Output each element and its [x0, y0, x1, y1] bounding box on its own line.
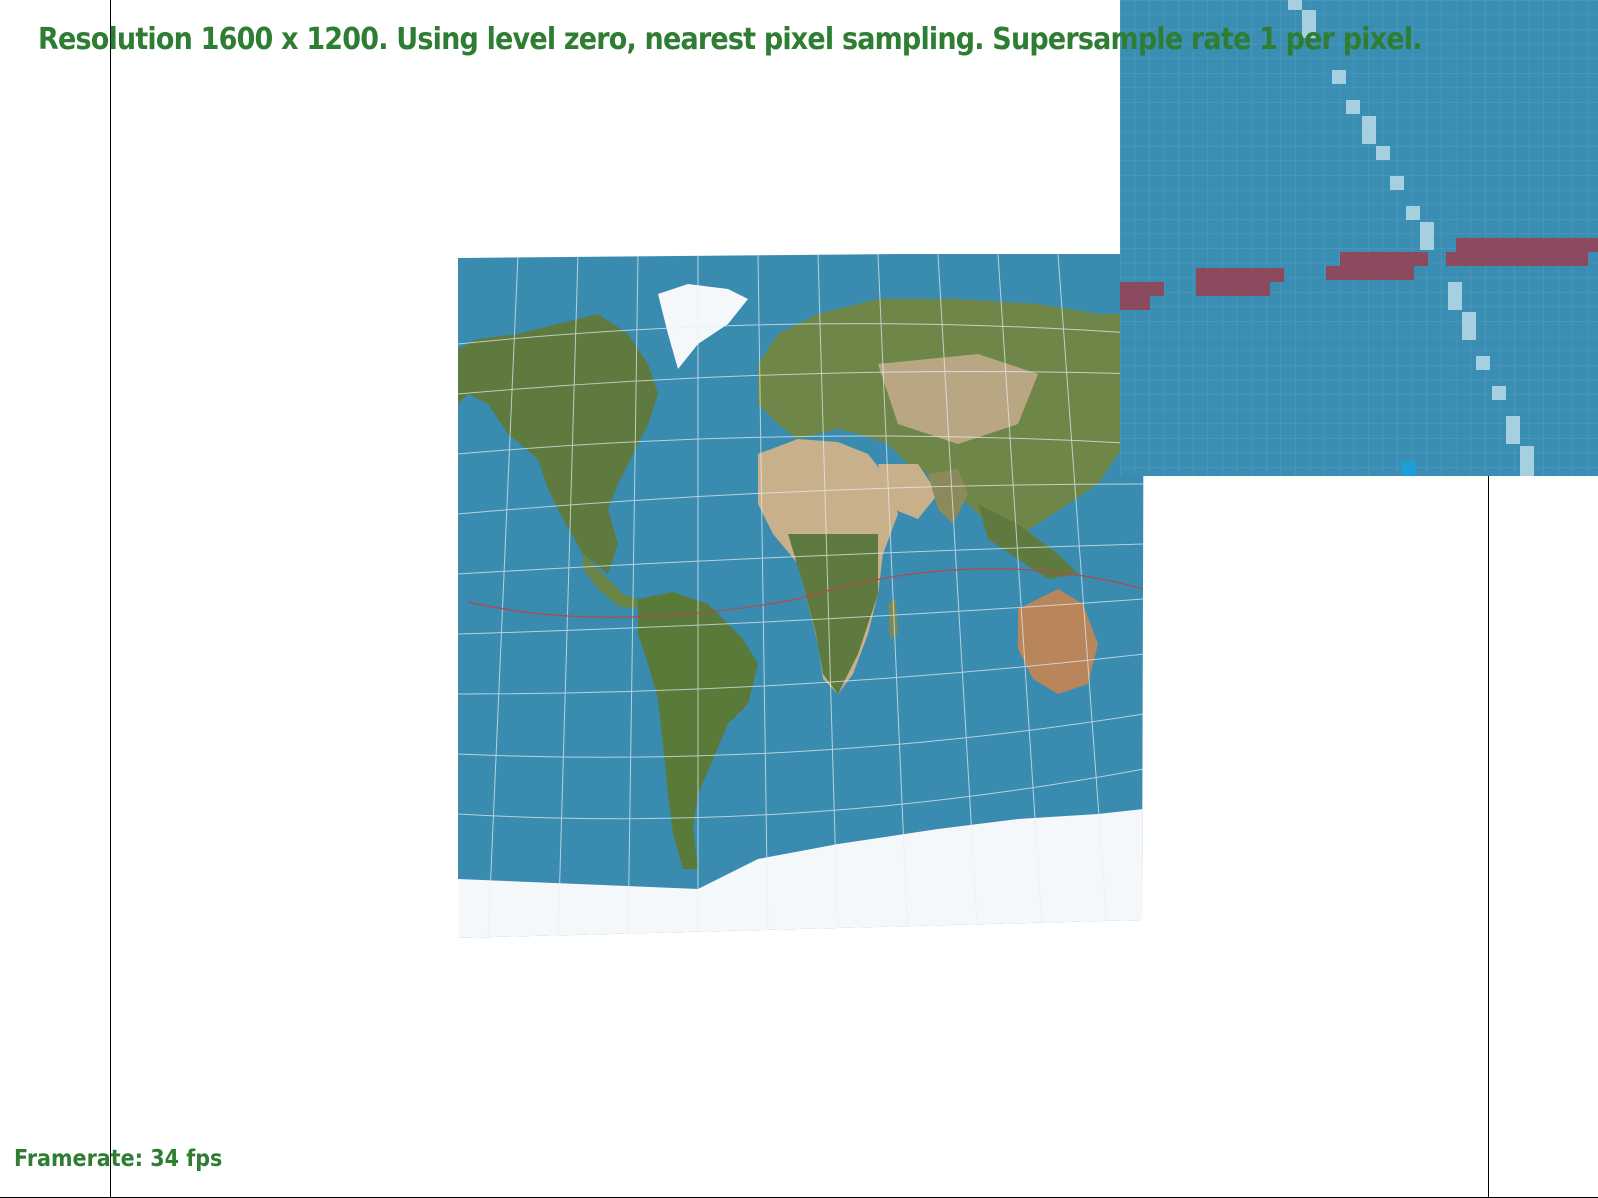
texture-viewport[interactable]: [458, 254, 1144, 940]
madagascar: [888, 599, 898, 639]
central-asia-desert: [878, 354, 1038, 444]
southeast-asia: [978, 504, 1078, 579]
equator-line: [467, 568, 1144, 618]
central-africa-forest: [788, 534, 878, 694]
central-america: [583, 554, 638, 609]
arabia: [878, 464, 938, 519]
india: [928, 469, 968, 524]
north-america: [458, 314, 658, 574]
australia: [1018, 589, 1098, 694]
canvas-left-border: [110, 0, 111, 1198]
pixel-zoom-inset: [1120, 0, 1598, 476]
zoom-diagonal-line: [1288, 0, 1534, 476]
graticule: [458, 254, 1144, 938]
zoom-red-band: [1120, 238, 1598, 310]
zoom-bright-pixel: [1402, 462, 1416, 476]
framerate-text: Framerate: 34 fps: [14, 1146, 223, 1172]
canvas-right-border: [1488, 0, 1489, 1198]
resolution-info-text: Resolution 1600 x 1200. Using level zero…: [38, 22, 1422, 57]
